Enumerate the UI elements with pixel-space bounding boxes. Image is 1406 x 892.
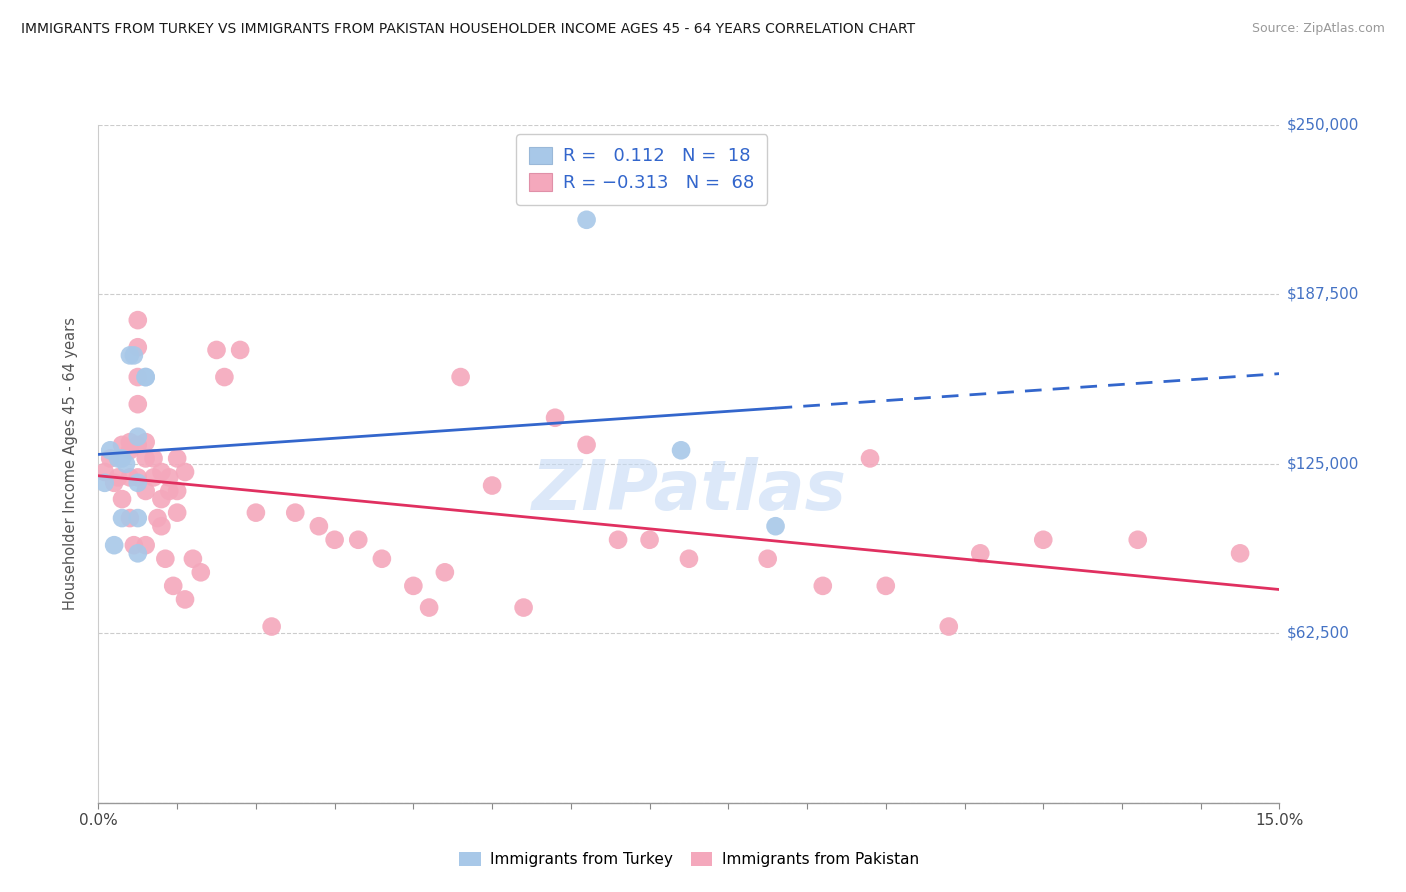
Point [115,457,138,471]
Point [111,451,134,466]
Point [127,340,149,354]
Point [157,470,180,484]
Point [669,443,692,458]
Text: IMMIGRANTS FROM TURKEY VS IMMIGRANTS FROM PAKISTAN HOUSEHOLDER INCOME AGES 45 - : IMMIGRANTS FROM TURKEY VS IMMIGRANTS FRO… [21,22,915,37]
Point [450,370,472,384]
Text: $125,000: $125,000 [1286,457,1358,471]
Point [166,451,188,466]
Point [135,370,157,384]
Point [544,410,567,425]
Point [371,551,394,566]
Point [150,465,173,479]
Point [575,212,598,227]
Point [127,438,149,452]
Text: Source: ZipAtlas.com: Source: ZipAtlas.com [1251,22,1385,36]
Point [162,579,184,593]
Point [1229,546,1251,560]
Point [93,475,115,490]
Point [205,343,228,357]
Point [118,443,141,458]
Point [607,533,630,547]
Point [1126,533,1149,547]
Point [323,533,346,547]
Point [347,533,370,547]
Point [166,506,188,520]
Point [127,397,149,411]
Point [122,348,145,362]
Point [150,519,173,533]
Point [98,451,121,466]
Point [418,600,440,615]
Point [433,566,456,580]
Point [214,370,236,384]
Point [174,465,197,479]
Point [284,506,307,520]
Point [756,551,779,566]
Y-axis label: Householder Income Ages 45 - 64 years: Householder Income Ages 45 - 64 years [63,318,77,610]
Point [1032,533,1054,547]
Point [107,470,129,484]
Point [127,430,149,444]
Point [118,435,141,450]
Text: $250,000: $250,000 [1286,118,1358,132]
Point [135,538,157,552]
Text: $62,500: $62,500 [1286,626,1350,640]
Point [118,470,141,484]
Point [157,483,180,498]
Point [260,619,283,633]
Point [229,343,252,357]
Point [150,492,173,507]
Point [245,506,267,520]
Point [135,451,157,466]
Point [181,551,204,566]
Point [118,348,141,362]
Point [135,370,157,384]
Legend: Immigrants from Turkey, Immigrants from Pakistan: Immigrants from Turkey, Immigrants from … [453,846,925,873]
Point [575,438,598,452]
Point [111,438,134,452]
Point [859,451,882,466]
Point [111,511,134,525]
Point [93,465,115,479]
Point [875,579,897,593]
Point [118,511,141,525]
Point [146,511,169,525]
Point [127,511,149,525]
Point [135,483,157,498]
Point [174,592,197,607]
Point [127,546,149,560]
Point [155,551,177,566]
Point [402,579,425,593]
Point [678,551,700,566]
Point [103,475,125,490]
Point [127,370,149,384]
Point [166,483,188,498]
Point [811,579,834,593]
Point [111,492,134,507]
Point [98,443,121,458]
Point [142,451,165,466]
Text: ZIPatlas: ZIPatlas [531,458,846,524]
Point [142,470,165,484]
Point [103,538,125,552]
Point [638,533,661,547]
Point [127,470,149,484]
Point [512,600,534,615]
Text: $187,500: $187,500 [1286,287,1358,301]
Point [969,546,991,560]
Point [122,538,145,552]
Point [135,435,157,450]
Point [127,475,149,490]
Point [938,619,960,633]
Point [190,566,212,580]
Point [308,519,330,533]
Point [107,451,129,466]
Point [481,478,503,492]
Point [127,313,149,327]
Point [765,519,787,533]
